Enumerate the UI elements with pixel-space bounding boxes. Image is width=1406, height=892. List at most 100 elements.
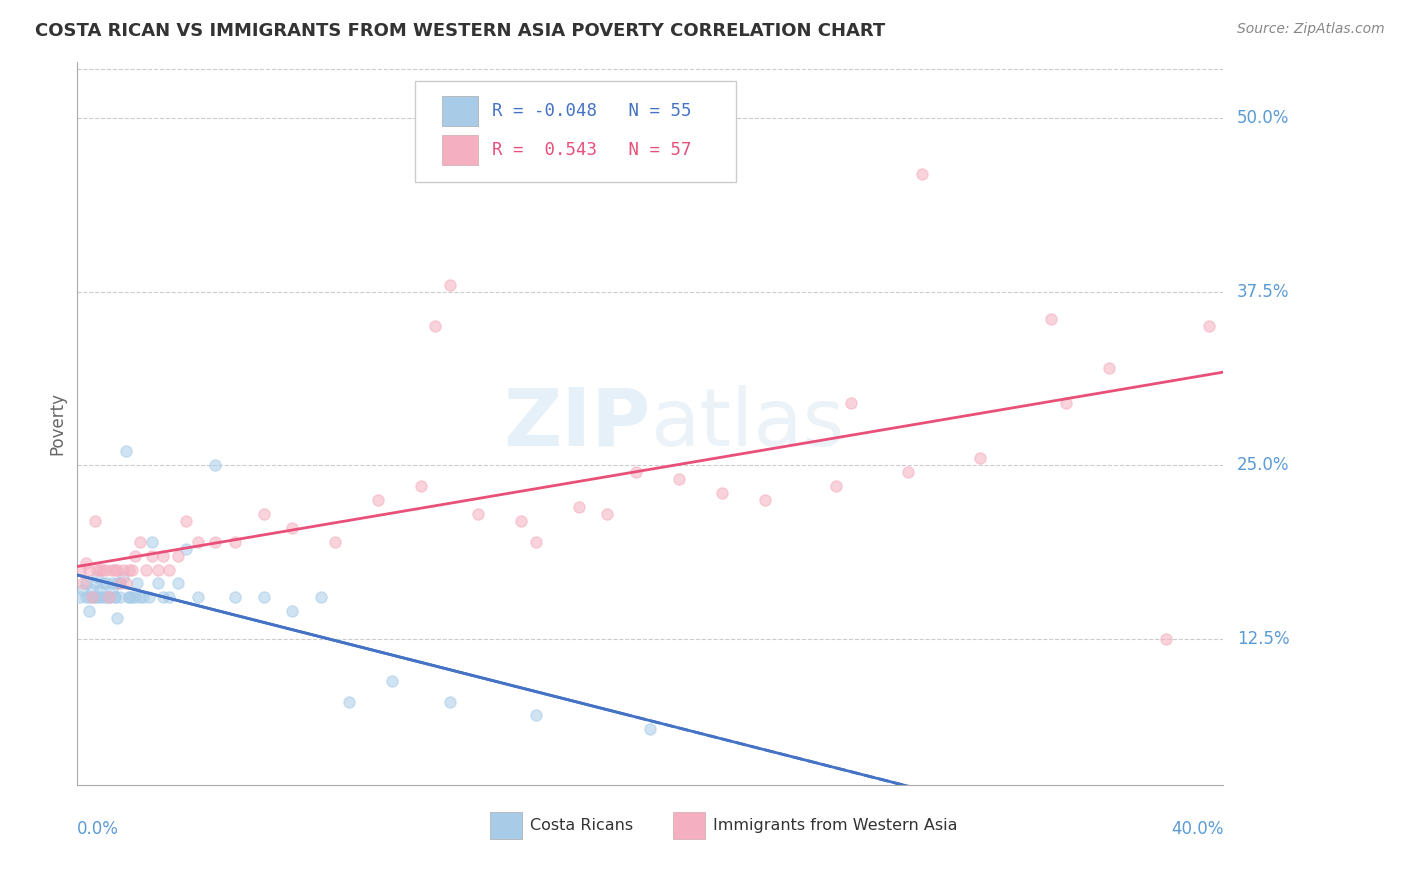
Point bbox=[224, 591, 246, 605]
Point bbox=[80, 591, 103, 605]
Point bbox=[439, 695, 461, 709]
Point bbox=[77, 591, 100, 605]
Point bbox=[72, 583, 94, 598]
Point bbox=[839, 396, 862, 410]
Point bbox=[110, 591, 132, 605]
Point bbox=[121, 563, 143, 577]
Point bbox=[146, 576, 169, 591]
Text: 37.5%: 37.5% bbox=[1237, 283, 1289, 301]
Point bbox=[121, 591, 143, 605]
Point bbox=[969, 451, 991, 466]
Point bbox=[75, 556, 97, 570]
Point bbox=[69, 591, 91, 605]
Point bbox=[668, 472, 690, 486]
Point bbox=[103, 591, 125, 605]
Point bbox=[97, 591, 120, 605]
Point bbox=[110, 576, 132, 591]
Point bbox=[115, 444, 138, 458]
Point bbox=[1040, 312, 1063, 326]
Text: R =  0.543   N = 57: R = 0.543 N = 57 bbox=[492, 141, 692, 159]
Text: atlas: atlas bbox=[651, 384, 845, 463]
Point bbox=[91, 576, 114, 591]
FancyBboxPatch shape bbox=[489, 812, 522, 839]
Point bbox=[107, 611, 129, 625]
Point bbox=[1154, 632, 1177, 646]
FancyBboxPatch shape bbox=[415, 80, 737, 182]
Point bbox=[754, 493, 776, 508]
Point bbox=[825, 479, 848, 493]
Point bbox=[152, 549, 174, 563]
Point bbox=[166, 576, 188, 591]
Point bbox=[86, 563, 108, 577]
Point bbox=[89, 583, 111, 598]
Point bbox=[89, 563, 111, 577]
Point bbox=[152, 591, 174, 605]
Point bbox=[97, 591, 120, 605]
Point bbox=[129, 534, 152, 549]
Text: Costa Ricans: Costa Ricans bbox=[530, 818, 633, 833]
Point bbox=[568, 500, 591, 514]
FancyBboxPatch shape bbox=[673, 812, 706, 839]
Text: 25.0%: 25.0% bbox=[1237, 457, 1289, 475]
Point bbox=[281, 521, 304, 535]
Point bbox=[118, 591, 141, 605]
Point bbox=[89, 591, 111, 605]
Point bbox=[204, 458, 226, 473]
Text: 0.0%: 0.0% bbox=[77, 820, 120, 838]
Point bbox=[510, 514, 533, 528]
Point bbox=[624, 466, 647, 480]
Point bbox=[309, 591, 332, 605]
Point bbox=[100, 563, 122, 577]
Text: 50.0%: 50.0% bbox=[1237, 109, 1289, 127]
Text: 12.5%: 12.5% bbox=[1237, 630, 1289, 648]
Point bbox=[100, 583, 122, 598]
Point bbox=[83, 576, 105, 591]
Point bbox=[80, 591, 103, 605]
Point bbox=[166, 549, 188, 563]
Point bbox=[187, 591, 209, 605]
Point bbox=[381, 673, 404, 688]
Point bbox=[72, 576, 94, 591]
Point bbox=[524, 534, 547, 549]
FancyBboxPatch shape bbox=[441, 135, 478, 165]
Text: COSTA RICAN VS IMMIGRANTS FROM WESTERN ASIA POVERTY CORRELATION CHART: COSTA RICAN VS IMMIGRANTS FROM WESTERN A… bbox=[35, 22, 886, 40]
Point bbox=[83, 591, 105, 605]
Point bbox=[323, 534, 346, 549]
Point bbox=[252, 591, 274, 605]
Point bbox=[524, 708, 547, 723]
Point bbox=[897, 466, 920, 480]
Point bbox=[69, 563, 91, 577]
Point bbox=[138, 591, 160, 605]
Text: 40.0%: 40.0% bbox=[1171, 820, 1223, 838]
Y-axis label: Poverty: Poverty bbox=[48, 392, 66, 455]
Point bbox=[86, 591, 108, 605]
Point bbox=[107, 563, 129, 577]
Point bbox=[94, 563, 117, 577]
Text: ZIP: ZIP bbox=[503, 384, 651, 463]
Point bbox=[91, 563, 114, 577]
Point bbox=[141, 549, 163, 563]
Point bbox=[252, 507, 274, 521]
Point bbox=[411, 479, 433, 493]
Point bbox=[91, 591, 114, 605]
Point bbox=[439, 277, 461, 292]
Point bbox=[911, 167, 934, 181]
Point bbox=[94, 576, 117, 591]
Point bbox=[339, 695, 361, 709]
Point bbox=[1198, 319, 1220, 334]
Point bbox=[187, 534, 209, 549]
Point bbox=[94, 591, 117, 605]
Point bbox=[103, 563, 125, 577]
Point bbox=[710, 486, 733, 500]
Point bbox=[77, 604, 100, 618]
Point bbox=[1054, 396, 1077, 410]
Point bbox=[77, 563, 100, 577]
Point bbox=[80, 583, 103, 598]
Point bbox=[157, 591, 180, 605]
Point bbox=[1098, 361, 1121, 376]
Point bbox=[75, 591, 97, 605]
Point bbox=[640, 723, 662, 737]
Point bbox=[129, 591, 152, 605]
Point bbox=[75, 576, 97, 591]
Point bbox=[135, 563, 157, 577]
